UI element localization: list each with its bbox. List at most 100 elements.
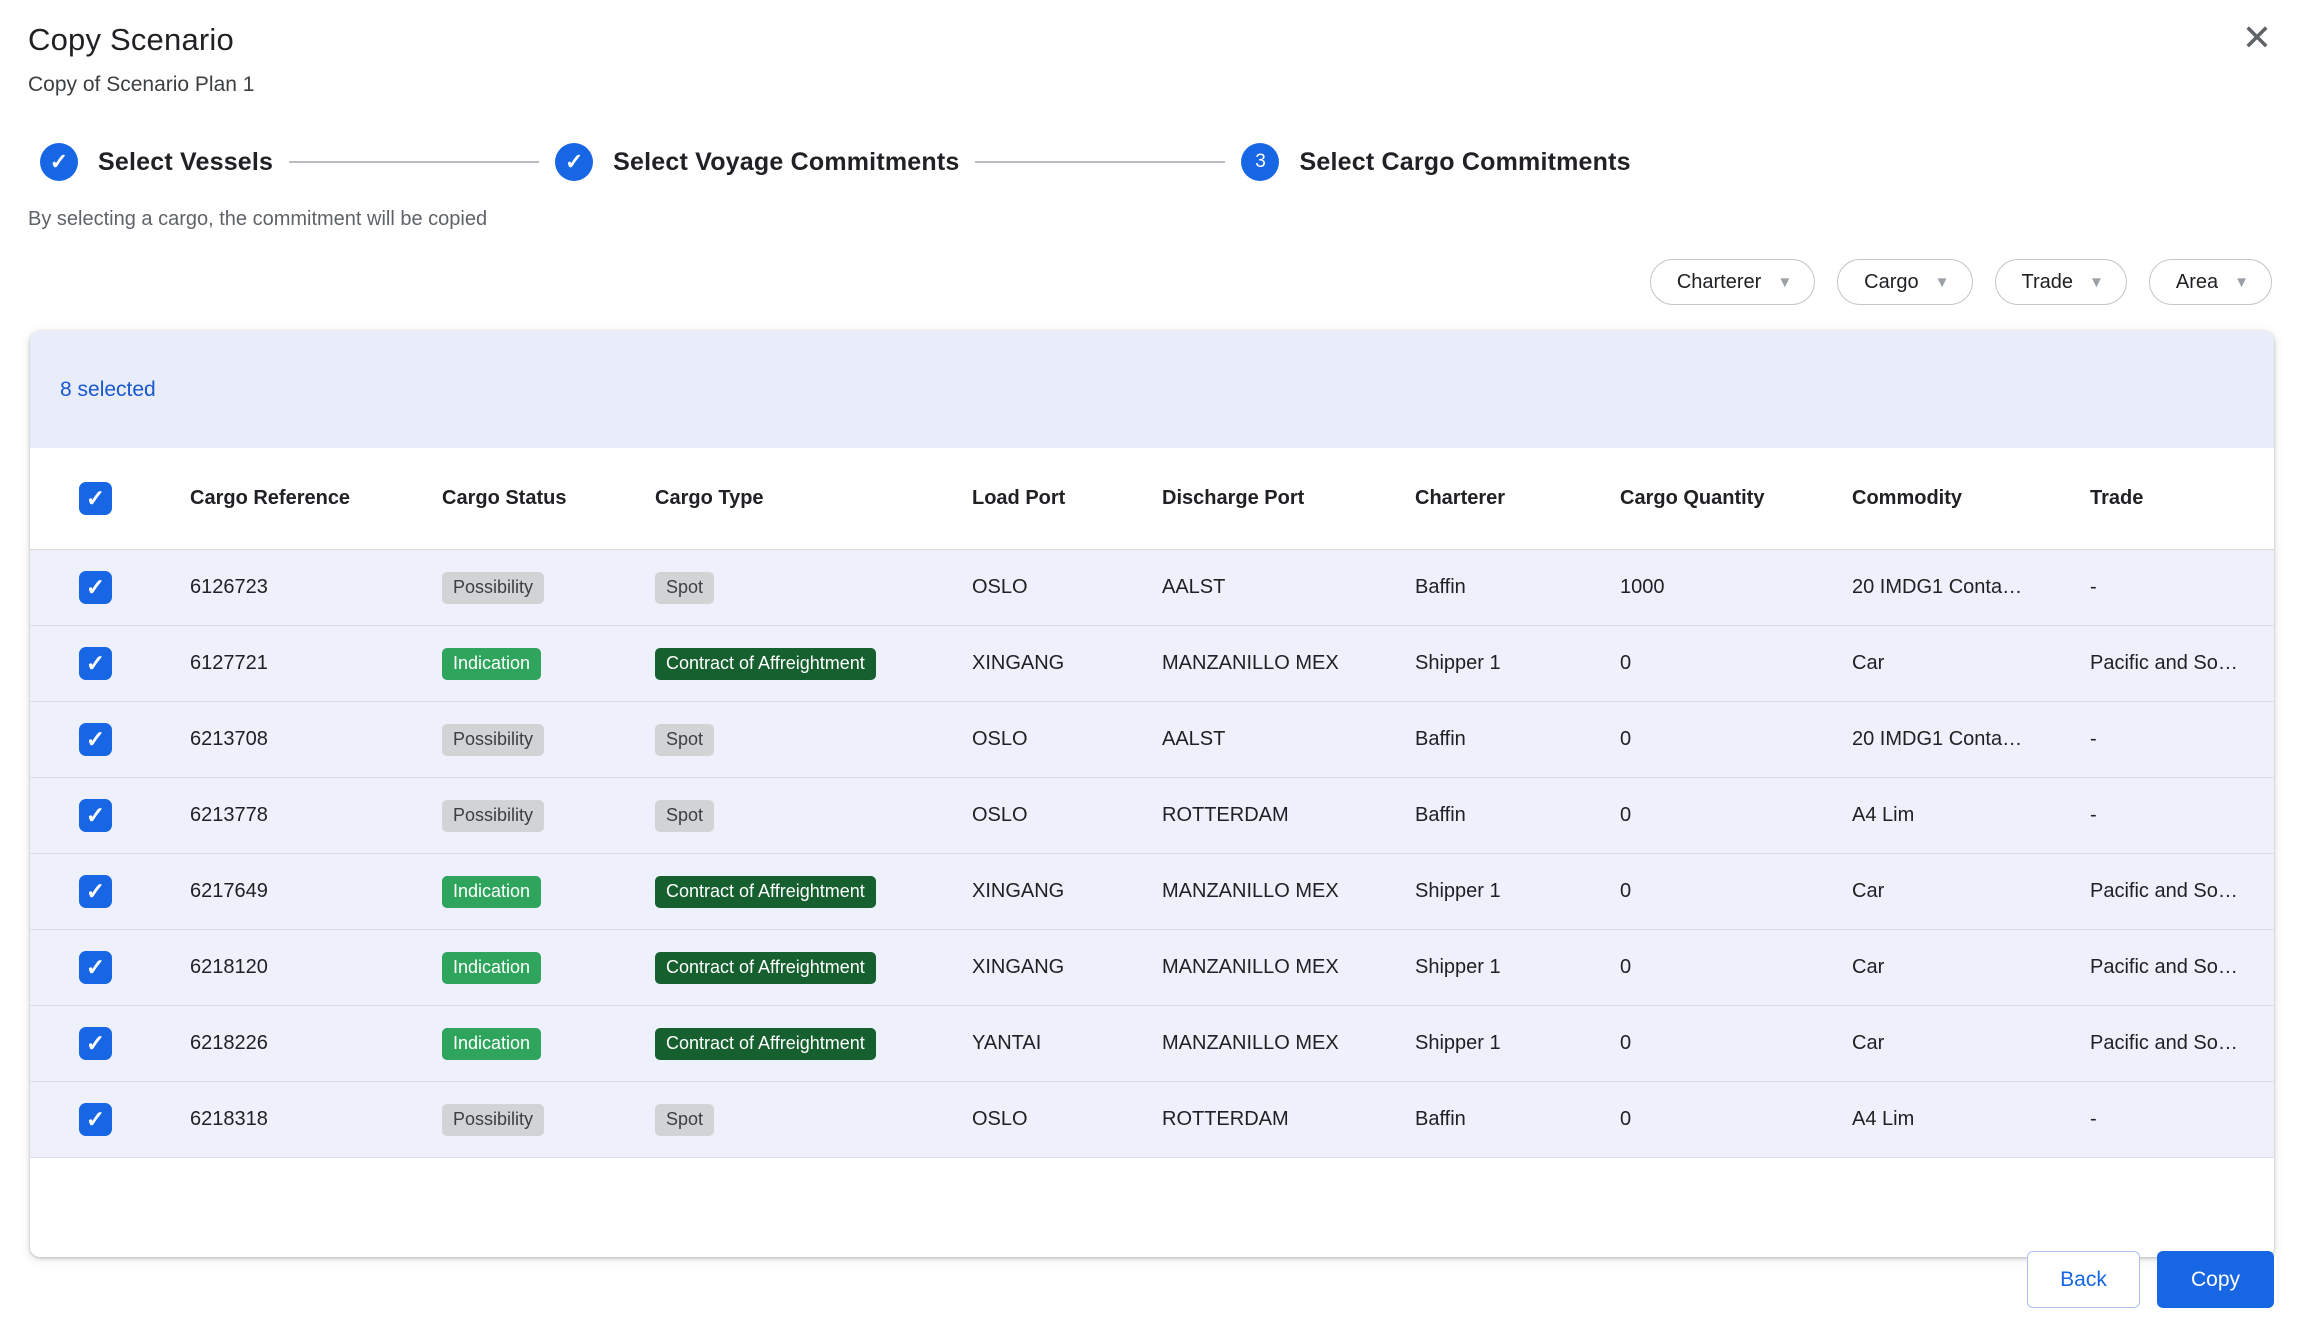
status-badge: Indication (442, 1028, 541, 1060)
cell-cargo-quantity: 0 (1620, 728, 1852, 751)
cell-load-port: OSLO (972, 576, 1162, 599)
table-row[interactable]: ✓ 6213778 Possibility Spot OSLO ROTTERDA… (30, 778, 2274, 854)
column-header-load-port: Load Port (972, 485, 1162, 512)
cell-cargo-reference: 6213778 (190, 804, 442, 827)
table-row[interactable]: ✓ 6218318 Possibility Spot OSLO ROTTERDA… (30, 1082, 2274, 1158)
cell-trade: - (2090, 576, 2274, 599)
cell-discharge-port: MANZANILLO MEX (1162, 956, 1415, 979)
cell-cargo-status: Indication (442, 1028, 655, 1060)
cell-load-port: OSLO (972, 804, 1162, 827)
cell-discharge-port: AALST (1162, 728, 1415, 751)
table-body: ✓ 6126723 Possibility Spot OSLO AALST Ba… (30, 550, 2274, 1158)
filter-charterer[interactable]: Charterer ▼ (1650, 259, 1815, 305)
close-icon[interactable]: ✕ (2242, 20, 2272, 56)
cell-cargo-reference: 6126723 (190, 576, 442, 599)
cell-discharge-port: MANZANILLO MEX (1162, 880, 1415, 903)
type-badge: Contract of Affreightment (655, 876, 876, 908)
type-badge: Contract of Affreightment (655, 1028, 876, 1060)
cell-commodity: Car (1852, 880, 2090, 903)
cell-charterer: Shipper 1 (1415, 652, 1620, 675)
status-badge: Indication (442, 952, 541, 984)
cell-load-port: XINGANG (972, 956, 1162, 979)
chevron-down-icon: ▼ (1935, 275, 1950, 290)
header-checkbox-cell: ✓ (30, 482, 190, 515)
filter-cargo[interactable]: Cargo ▼ (1837, 259, 1972, 305)
step-number: 3 (1255, 151, 1266, 173)
filter-area[interactable]: Area ▼ (2149, 259, 2272, 305)
column-header-cargo-type: Cargo Type (655, 485, 972, 512)
status-badge: Indication (442, 876, 541, 908)
row-checkbox[interactable]: ✓ (79, 875, 112, 908)
cell-commodity: 20 IMDG1 Conta… (1852, 576, 2090, 599)
step-select-vessels[interactable]: ✓ Select Vessels (40, 143, 273, 181)
cell-load-port: OSLO (972, 728, 1162, 751)
step-select-voyage-commitments[interactable]: ✓ Select Voyage Commitments (555, 143, 959, 181)
type-badge: Spot (655, 1104, 714, 1136)
cell-cargo-status: Possibility (442, 724, 655, 756)
row-checkbox[interactable]: ✓ (79, 723, 112, 756)
table-row[interactable]: ✓ 6127721 Indication Contract of Affreig… (30, 626, 2274, 702)
column-header-cargo-status: Cargo Status (442, 485, 655, 512)
column-header-trade: Trade (2090, 485, 2274, 512)
filter-label: Trade (2022, 271, 2074, 294)
table-row[interactable]: ✓ 6213708 Possibility Spot OSLO AALST Ba… (30, 702, 2274, 778)
cell-cargo-reference: 6127721 (190, 652, 442, 675)
cell-discharge-port: MANZANILLO MEX (1162, 1032, 1415, 1055)
status-badge: Possibility (442, 800, 544, 832)
row-checkbox-cell: ✓ (30, 799, 190, 832)
status-badge: Possibility (442, 1104, 544, 1136)
row-checkbox-cell: ✓ (30, 1103, 190, 1136)
filter-trade[interactable]: Trade ▼ (1995, 259, 2127, 305)
cell-load-port: XINGANG (972, 652, 1162, 675)
cell-cargo-status: Possibility (442, 1104, 655, 1136)
cell-cargo-reference: 6213708 (190, 728, 442, 751)
check-icon: ✓ (565, 149, 583, 175)
step-select-cargo-commitments[interactable]: 3 Select Cargo Commitments (1241, 143, 1630, 181)
status-badge: Indication (442, 648, 541, 680)
dialog-subtitle: Copy of Scenario Plan 1 (28, 73, 2274, 97)
copy-button[interactable]: Copy (2157, 1251, 2274, 1308)
row-checkbox-cell: ✓ (30, 1027, 190, 1060)
row-checkbox-cell: ✓ (30, 723, 190, 756)
select-all-checkbox[interactable]: ✓ (79, 482, 112, 515)
table-row[interactable]: ✓ 6218226 Indication Contract of Affreig… (30, 1006, 2274, 1082)
type-badge: Spot (655, 724, 714, 756)
dialog-header: Copy Scenario Copy of Scenario Plan 1 (0, 0, 2304, 97)
cell-commodity: Car (1852, 956, 2090, 979)
row-checkbox[interactable]: ✓ (79, 951, 112, 984)
cell-discharge-port: ROTTERDAM (1162, 1108, 1415, 1131)
cell-commodity: A4 Lim (1852, 804, 2090, 827)
table-row[interactable]: ✓ 6217649 Indication Contract of Affreig… (30, 854, 2274, 930)
cell-commodity: 20 IMDG1 Conta… (1852, 728, 2090, 751)
type-badge: Contract of Affreightment (655, 648, 876, 680)
status-badge: Possibility (442, 724, 544, 756)
row-checkbox[interactable]: ✓ (79, 647, 112, 680)
dialog-footer: Back Copy (2027, 1251, 2274, 1308)
chevron-down-icon: ▼ (2089, 275, 2104, 290)
type-badge: Spot (655, 572, 714, 604)
column-header-commodity: Commodity (1852, 485, 2090, 512)
row-checkbox[interactable]: ✓ (79, 799, 112, 832)
row-checkbox-cell: ✓ (30, 875, 190, 908)
row-checkbox-cell: ✓ (30, 571, 190, 604)
row-checkbox[interactable]: ✓ (79, 571, 112, 604)
cell-trade: Pacific and So… (2090, 956, 2274, 979)
cell-discharge-port: MANZANILLO MEX (1162, 652, 1415, 675)
cell-cargo-type: Spot (655, 800, 972, 832)
selection-hint: By selecting a cargo, the commitment wil… (28, 208, 2304, 231)
type-badge: Spot (655, 800, 714, 832)
page-title: Copy Scenario (28, 22, 2274, 58)
filter-label: Area (2176, 271, 2218, 294)
back-button[interactable]: Back (2027, 1251, 2140, 1308)
table-row[interactable]: ✓ 6126723 Possibility Spot OSLO AALST Ba… (30, 550, 2274, 626)
table-row[interactable]: ✓ 6218120 Indication Contract of Affreig… (30, 930, 2274, 1006)
row-checkbox[interactable]: ✓ (79, 1027, 112, 1060)
chevron-down-icon: ▼ (1777, 275, 1792, 290)
cell-charterer: Shipper 1 (1415, 1032, 1620, 1055)
cell-cargo-status: Indication (442, 648, 655, 680)
cell-cargo-status: Indication (442, 876, 655, 908)
check-icon: ✓ (50, 149, 68, 175)
cell-cargo-reference: 6217649 (190, 880, 442, 903)
row-checkbox[interactable]: ✓ (79, 1103, 112, 1136)
cell-discharge-port: AALST (1162, 576, 1415, 599)
